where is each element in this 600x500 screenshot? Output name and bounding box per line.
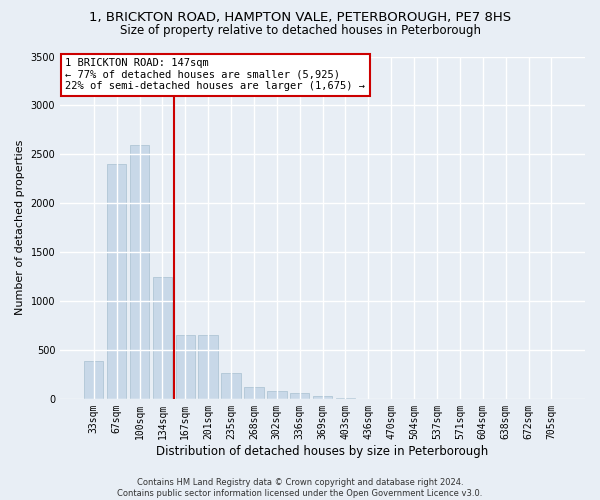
Text: 1, BRICKTON ROAD, HAMPTON VALE, PETERBOROUGH, PE7 8HS: 1, BRICKTON ROAD, HAMPTON VALE, PETERBOR… — [89, 11, 511, 24]
Bar — [176, 336, 195, 399]
Bar — [221, 374, 241, 399]
Bar — [199, 336, 218, 399]
Bar — [313, 396, 332, 399]
Text: 1 BRICKTON ROAD: 147sqm
← 77% of detached houses are smaller (5,925)
22% of semi: 1 BRICKTON ROAD: 147sqm ← 77% of detache… — [65, 58, 365, 92]
Bar — [84, 360, 103, 399]
Bar — [267, 392, 287, 399]
Bar — [290, 394, 310, 399]
X-axis label: Distribution of detached houses by size in Peterborough: Distribution of detached houses by size … — [157, 444, 489, 458]
Bar — [244, 387, 263, 399]
Bar — [107, 164, 127, 399]
Bar — [152, 276, 172, 399]
Bar — [130, 144, 149, 399]
Bar — [336, 398, 355, 399]
Text: Size of property relative to detached houses in Peterborough: Size of property relative to detached ho… — [119, 24, 481, 37]
Text: Contains HM Land Registry data © Crown copyright and database right 2024.
Contai: Contains HM Land Registry data © Crown c… — [118, 478, 482, 498]
Y-axis label: Number of detached properties: Number of detached properties — [15, 140, 25, 316]
